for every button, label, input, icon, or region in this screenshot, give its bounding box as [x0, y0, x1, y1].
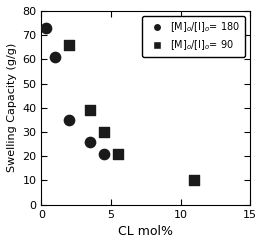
Point: [88, 140, 92, 144]
Point: [53, 55, 58, 59]
Point: [116, 152, 120, 156]
Point: [102, 130, 106, 134]
Point: [44, 26, 48, 30]
Legend: [M]$_o$/[I]$_o$= 180, [M]$_o$/[I]$_o$= 90: [M]$_o$/[I]$_o$= 180, [M]$_o$/[I]$_o$= 9…: [142, 16, 245, 57]
Point: [192, 178, 197, 182]
Point: [67, 43, 71, 47]
Y-axis label: Swelling Capacity (g/g): Swelling Capacity (g/g): [7, 43, 17, 172]
Point: [88, 108, 92, 112]
Point: [67, 118, 71, 122]
X-axis label: CL mol%: CL mol%: [118, 225, 173, 238]
Point: [102, 152, 106, 156]
